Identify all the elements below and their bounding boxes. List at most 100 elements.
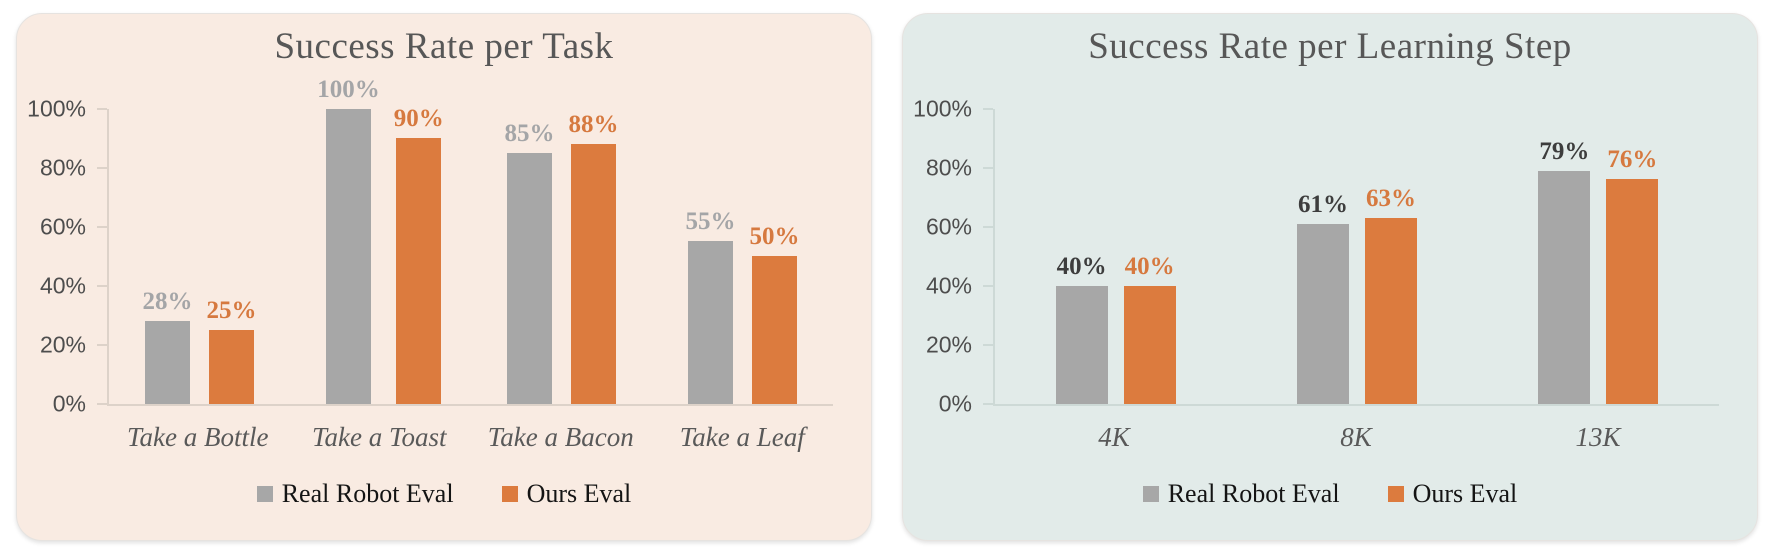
y-axis-tick	[97, 284, 107, 287]
legend-item: Real Robot Eval	[256, 478, 454, 509]
bar-group: 28% 25%	[109, 109, 290, 404]
learning-step-chart-card: Success Rate per Learning Step 0% 20% 40% 6…	[902, 13, 1758, 541]
legend-label: Ours Eval	[526, 478, 632, 508]
bar-group: 61% 63%	[1236, 109, 1477, 404]
bar-real-robot-eval	[1296, 223, 1349, 404]
legend-swatch-icon	[256, 485, 273, 502]
bar-value-label: 63%	[1365, 184, 1416, 212]
bar-value-label: 50%	[749, 223, 800, 251]
bar-real-robot-eval	[1538, 170, 1591, 404]
bar-column: 55%	[686, 109, 736, 404]
category-axis: Take a Bottle Take a Toast Take a Bacon Tak…	[107, 422, 833, 453]
bar-real-robot-eval	[688, 241, 733, 404]
bars-row: 40% 40% 61% 63% 79% 76%	[983, 107, 1719, 406]
category-label: Take a Toast	[311, 421, 447, 452]
bar-real-robot-eval	[507, 152, 552, 404]
bar-group: 40% 40%	[995, 109, 1236, 404]
bar-ours-eval	[1364, 217, 1417, 404]
bar-value-label: 40%	[1056, 252, 1107, 280]
plot-area: 28% 25% 100% 90% 85% 88% 55% 50% Take a Bottle T…	[97, 77, 833, 453]
legend-swatch-icon	[501, 485, 518, 502]
y-axis-label: 80%	[925, 154, 972, 181]
legend-label: Real Robot Eval	[1167, 478, 1340, 508]
bar-column: 61%	[1296, 109, 1349, 404]
y-axis-tick	[97, 402, 107, 405]
legend-item: Ours Eval	[501, 478, 632, 509]
y-axis-label: 100%	[913, 95, 972, 122]
y-axis-label: 100%	[27, 95, 86, 122]
legend-item: Ours Eval	[1387, 478, 1518, 509]
category-label: 13K	[1575, 421, 1621, 452]
y-axis-tick	[983, 225, 993, 228]
bar-ours-eval	[752, 256, 797, 404]
y-axis-label: 0%	[938, 390, 972, 417]
bar-column: 76%	[1606, 109, 1659, 404]
bars-row: 28% 25% 100% 90% 85% 88% 55% 50%	[97, 77, 833, 406]
y-axis-tick	[983, 284, 993, 287]
chart-title: Success Rate per Task	[274, 26, 614, 67]
bar-real-robot-eval	[1055, 285, 1108, 404]
y-axis-label: 40%	[39, 272, 86, 299]
y-axis-label: 20%	[39, 331, 86, 358]
y-axis-label: 60%	[925, 213, 972, 240]
bar-value-label: 76%	[1607, 146, 1658, 174]
plot-area: 40% 40% 61% 63% 79% 76% 4K 8K 13K	[983, 107, 1719, 453]
bar-value-label: 55%	[685, 208, 736, 236]
bar-real-robot-eval	[326, 108, 371, 404]
y-axis: 0% 20% 40% 60% 80% 100%	[27, 95, 107, 416]
chart-title: Success Rate per Learning Step	[1088, 26, 1572, 67]
bar-column: 40%	[1123, 109, 1176, 404]
task-chart-card: Success Rate per Task 0% 20% 40% 60% 80% 100%…	[16, 13, 872, 541]
bar-value-label: 85%	[504, 119, 555, 147]
bar-column: 85%	[505, 109, 555, 404]
bar-column: 79%	[1538, 109, 1591, 404]
chart-area: 0% 20% 40% 60% 80% 100% 28% 25% 100% 90% 85% 88% 55…	[17, 77, 871, 453]
legend-swatch-icon	[1387, 485, 1404, 502]
legend: Real Robot Eval Ours Eval	[17, 479, 871, 509]
bar-column: 28%	[143, 109, 193, 404]
y-axis-tick	[97, 107, 107, 110]
y-axis-label: 80%	[39, 154, 86, 181]
category-label: 4K	[1098, 421, 1130, 452]
y-axis-label: 20%	[925, 331, 972, 358]
legend-label: Real Robot Eval	[281, 478, 454, 508]
legend: Real Robot Eval Ours Eval	[903, 479, 1757, 509]
chart-area: 0% 20% 40% 60% 80% 100% 40% 40% 61% 63% 79% 76% 4K…	[903, 95, 1757, 453]
bar-ours-eval	[209, 329, 254, 404]
bar-column: 90%	[393, 105, 444, 404]
legend-swatch-icon	[1142, 485, 1159, 502]
bar-ours-eval	[1606, 179, 1659, 404]
bar-column: 25%	[207, 109, 257, 404]
bar-ours-eval	[1123, 285, 1176, 404]
y-axis-tick	[97, 166, 107, 169]
bar-group: 55% 50%	[652, 109, 833, 404]
bar-value-label: 40%	[1124, 252, 1175, 280]
bar-ours-eval	[396, 138, 442, 404]
y-axis: 0% 20% 40% 60% 80% 100%	[913, 95, 993, 416]
category-label: Take a Bottle	[127, 421, 269, 452]
bar-column: 63%	[1364, 109, 1417, 404]
y-axis-tick	[983, 343, 993, 346]
bar-group: 100% 90%	[290, 77, 471, 404]
bar-group: 85% 88%	[471, 109, 652, 404]
legend-item: Real Robot Eval	[1142, 478, 1340, 509]
bar-column: 40%	[1055, 109, 1108, 404]
bar-column: 50%	[750, 109, 800, 404]
bar-real-robot-eval	[145, 320, 190, 404]
y-axis-label: 40%	[925, 272, 972, 299]
bar-column: 100%	[317, 77, 380, 404]
bar-value-label: 61%	[1297, 190, 1348, 218]
y-axis-label: 60%	[39, 213, 86, 240]
y-axis-tick	[97, 225, 107, 228]
bar-value-label: 88%	[568, 110, 619, 138]
bar-column: 88%	[569, 109, 619, 404]
category-label: Take a Bacon	[487, 421, 634, 452]
y-axis-label: 0%	[52, 390, 86, 417]
bar-ours-eval	[571, 143, 616, 404]
category-label: 8K	[1340, 421, 1372, 452]
bar-value-label: 90%	[393, 105, 444, 133]
category-label: Take a Leaf	[679, 421, 805, 452]
legend-label: Ours Eval	[1412, 478, 1518, 508]
bar-group: 79% 76%	[1478, 109, 1719, 404]
y-axis-tick	[97, 343, 107, 346]
